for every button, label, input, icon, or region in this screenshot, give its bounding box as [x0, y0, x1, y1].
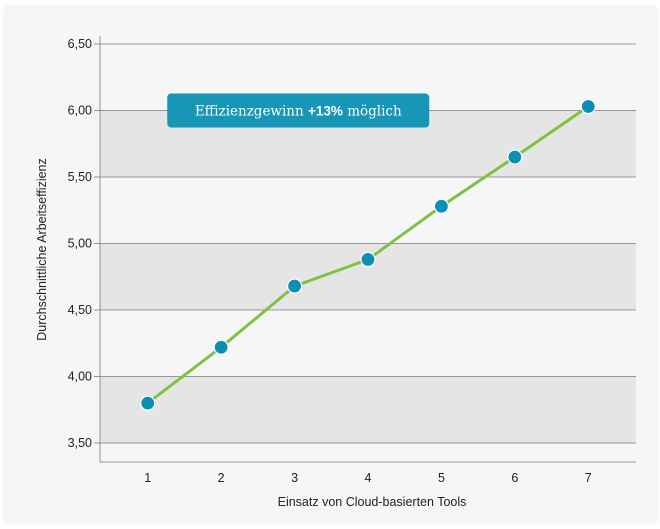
axes — [94, 36, 636, 463]
y-tick-label: 3,50 — [68, 436, 92, 450]
annotation-text: Effizienzgewinn +13% möglich — [195, 104, 402, 120]
data-point — [140, 395, 156, 411]
x-tick-label: 3 — [291, 471, 298, 485]
y-tick-label: 4,00 — [68, 370, 92, 384]
x-tick-label: 6 — [511, 471, 518, 485]
y-tick-labels: 3,50 4,00 4,50 5,00 5,50 6,00 6,50 — [68, 37, 92, 450]
x-tick-label: 4 — [365, 471, 372, 485]
data-point — [213, 339, 229, 355]
x-tick-label: 1 — [144, 471, 151, 485]
gridlines — [100, 43, 636, 444]
x-tick-label: 2 — [218, 471, 225, 485]
data-points — [140, 98, 596, 411]
y-tick-label: 5,50 — [68, 170, 92, 184]
annotation-box — [167, 93, 430, 128]
y-axis-title: Durchschnittliche Arbeitseffizienz — [35, 158, 49, 341]
grid-band — [100, 376, 636, 443]
data-point — [580, 98, 596, 115]
annotation-callout: Effizienzgewinn +13% möglich — [167, 93, 430, 128]
x-tick-labels: 1 2 3 4 5 6 7 — [144, 471, 592, 485]
background-bands — [100, 110, 636, 443]
data-point — [360, 251, 376, 268]
data-point — [433, 198, 450, 214]
x-tick-label: 5 — [438, 471, 445, 485]
y-tick-label: 4,50 — [68, 303, 92, 317]
x-axis-title: Einsatz von Cloud-basierten Tools — [278, 495, 467, 509]
y-tick-label: 6,00 — [68, 104, 92, 118]
data-point — [507, 149, 523, 165]
y-tick-label: 6,50 — [68, 37, 92, 51]
y-tick-label: 5,00 — [68, 237, 92, 251]
data-point — [286, 278, 303, 294]
x-tick-label: 7 — [585, 471, 592, 485]
